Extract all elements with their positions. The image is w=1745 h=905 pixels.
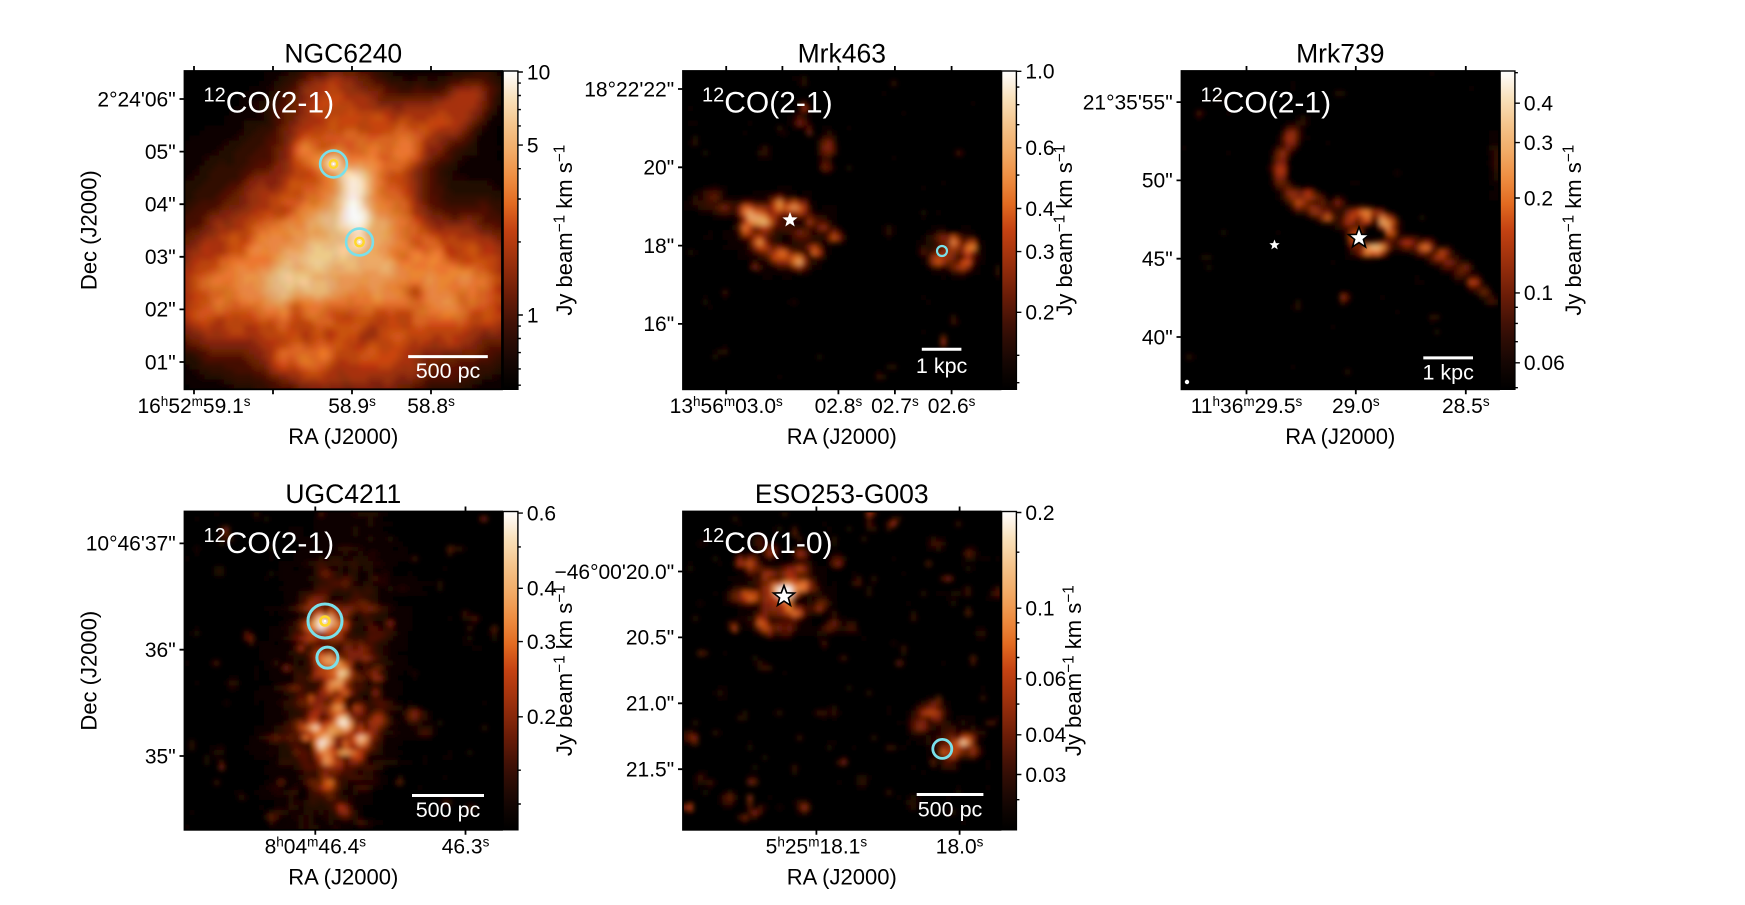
svg-text:01": 01" bbox=[145, 351, 176, 374]
svg-text:Dec (J2000): Dec (J2000) bbox=[77, 170, 102, 290]
svg-text:0.2: 0.2 bbox=[527, 706, 556, 729]
svg-text:12CO(2-1): 12CO(2-1) bbox=[204, 85, 335, 120]
svg-text:0.3: 0.3 bbox=[1025, 241, 1054, 264]
svg-text:02": 02" bbox=[145, 299, 176, 322]
svg-text:0.6: 0.6 bbox=[527, 502, 556, 525]
svg-text:02.6s: 02.6s bbox=[928, 394, 976, 418]
svg-text:0.2: 0.2 bbox=[1025, 302, 1054, 325]
svg-text:18°22'22": 18°22'22" bbox=[584, 78, 674, 101]
svg-text:0.1: 0.1 bbox=[1524, 282, 1553, 305]
svg-text:500 pc: 500 pc bbox=[416, 359, 481, 383]
svg-text:0.6: 0.6 bbox=[1025, 137, 1054, 160]
svg-text:0.4: 0.4 bbox=[1025, 198, 1055, 221]
svg-text:RA (J2000): RA (J2000) bbox=[1285, 424, 1395, 449]
svg-text:29.0s: 29.0s bbox=[1332, 394, 1380, 418]
svg-text:58.9s: 58.9s bbox=[328, 394, 376, 418]
svg-text:NGC6240: NGC6240 bbox=[284, 38, 402, 68]
svg-text:Jy beam−1 km s−1: Jy beam−1 km s−1 bbox=[1561, 145, 1586, 316]
svg-text:1 kpc: 1 kpc bbox=[1423, 361, 1475, 385]
svg-text:0.3: 0.3 bbox=[1524, 132, 1553, 155]
svg-text:0.3: 0.3 bbox=[527, 631, 556, 654]
svg-text:46.3s: 46.3s bbox=[442, 834, 490, 858]
svg-text:12CO(2-1): 12CO(2-1) bbox=[204, 525, 335, 560]
svg-text:1 kpc: 1 kpc bbox=[916, 354, 968, 378]
svg-text:45": 45" bbox=[1142, 248, 1173, 271]
svg-text:02.7s: 02.7s bbox=[871, 394, 919, 418]
svg-text:50": 50" bbox=[1142, 170, 1173, 193]
svg-text:500 pc: 500 pc bbox=[416, 798, 481, 822]
svg-text:RA (J2000): RA (J2000) bbox=[288, 424, 398, 449]
svg-text:58.8s: 58.8s bbox=[407, 394, 455, 418]
svg-text:05": 05" bbox=[145, 141, 176, 164]
svg-text:12CO(2-1): 12CO(2-1) bbox=[702, 85, 833, 120]
svg-text:0.4: 0.4 bbox=[1524, 93, 1554, 116]
svg-text:1.0: 1.0 bbox=[1025, 61, 1054, 84]
svg-text:02.8s: 02.8s bbox=[815, 394, 863, 418]
svg-text:5: 5 bbox=[527, 134, 539, 157]
svg-text:10°46'37": 10°46'37" bbox=[86, 533, 176, 556]
svg-text:35": 35" bbox=[145, 745, 176, 768]
svg-text:Mrk463: Mrk463 bbox=[798, 38, 886, 68]
svg-text:13h56m03.0s: 13h56m03.0s bbox=[670, 394, 783, 418]
svg-text:16": 16" bbox=[643, 313, 674, 336]
svg-text:04": 04" bbox=[145, 194, 176, 217]
svg-text:RA (J2000): RA (J2000) bbox=[787, 424, 897, 449]
svg-text:12CO(2-1): 12CO(2-1) bbox=[1201, 85, 1332, 120]
svg-text:10: 10 bbox=[527, 61, 550, 84]
svg-text:03": 03" bbox=[145, 246, 176, 269]
svg-text:Mrk739: Mrk739 bbox=[1296, 38, 1384, 68]
svg-text:20": 20" bbox=[643, 157, 674, 180]
svg-text:0.2: 0.2 bbox=[1524, 187, 1553, 210]
svg-text:0.4: 0.4 bbox=[527, 578, 557, 601]
svg-text:1: 1 bbox=[527, 304, 539, 327]
svg-text:28.5s: 28.5s bbox=[1442, 394, 1490, 418]
svg-text:RA (J2000): RA (J2000) bbox=[288, 864, 398, 889]
svg-text:Dec (J2000): Dec (J2000) bbox=[77, 611, 102, 731]
svg-text:21°35'55": 21°35'55" bbox=[1083, 91, 1173, 114]
svg-text:UGC4211: UGC4211 bbox=[285, 479, 401, 509]
svg-text:2°24'06": 2°24'06" bbox=[97, 88, 175, 111]
svg-text:36": 36" bbox=[145, 639, 176, 662]
svg-text:40": 40" bbox=[1142, 326, 1173, 349]
svg-text:0.06: 0.06 bbox=[1524, 352, 1565, 375]
svg-text:18": 18" bbox=[643, 235, 674, 258]
